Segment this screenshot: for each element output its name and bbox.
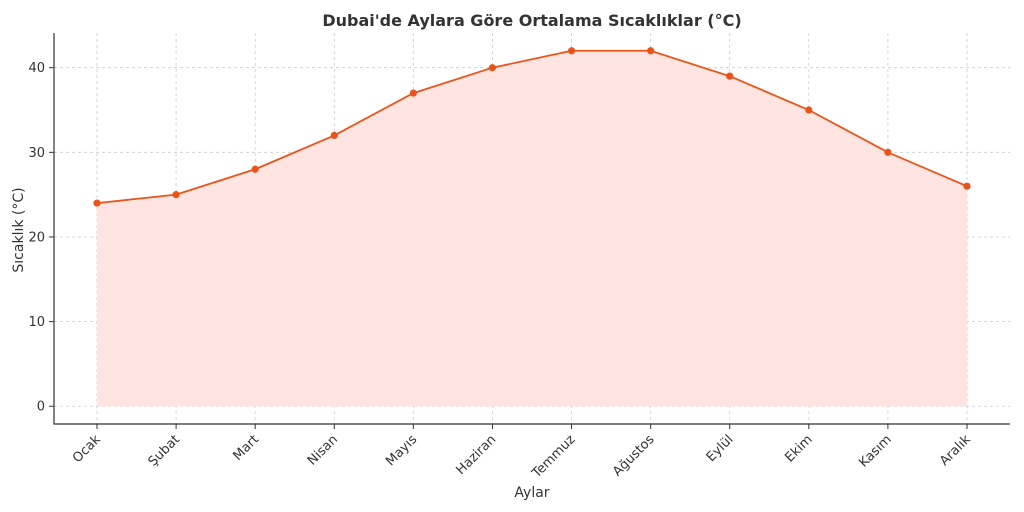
x-tick-label-11: Aralık — [937, 432, 974, 469]
data-point-Mayıs — [409, 89, 417, 97]
data-point-Kasım — [884, 148, 892, 156]
data-point-Ekim — [805, 106, 813, 114]
x-tick-label-6: Temmuz — [529, 432, 579, 482]
x-tick-label-8: Eylül — [704, 432, 737, 465]
y-tick-label-0: 0 — [37, 400, 45, 415]
data-point-Ocak — [93, 199, 101, 207]
y-tick-label-4: 40 — [28, 61, 45, 76]
x-tick-label-10: Kasım — [856, 432, 894, 470]
data-point-Şubat — [172, 191, 180, 199]
area-layer — [96, 49, 968, 407]
area-fill — [97, 50, 967, 407]
x-tick-label-9: Ekim — [782, 432, 815, 465]
x-tick-label-3: Nisan — [305, 432, 341, 468]
data-point-Ağustos — [647, 47, 655, 55]
x-axis-label: Aylar — [514, 485, 549, 501]
y-tick-label-2: 20 — [28, 230, 45, 245]
data-point-Mart — [251, 165, 259, 173]
chart-title: Dubai'de Aylara Göre Ortalama Sıcaklıkla… — [322, 11, 741, 30]
x-tick-label-0: Ocak — [70, 432, 104, 466]
data-point-Eylül — [726, 72, 734, 80]
x-tick-label-5: Haziran — [454, 432, 500, 478]
data-point-Aralık — [963, 182, 971, 190]
data-point-Nisan — [330, 131, 338, 140]
x-tick-label-7: Ağustos — [610, 432, 658, 480]
y-tick-label-1: 10 — [28, 315, 45, 330]
y-tick-label-3: 30 — [28, 146, 45, 161]
series-line — [96, 49, 968, 205]
axis-spines — [53, 33, 1010, 425]
x-tick-label-4: Mayıs — [383, 432, 420, 469]
x-tick-label-2: Mart — [230, 432, 262, 464]
data-points — [93, 47, 971, 207]
data-point-Temmuz — [567, 47, 576, 55]
y-axis-label: Sıcaklık (°C) — [11, 187, 27, 272]
data-point-Haziran — [488, 64, 497, 72]
x-tick-label-1: Şubat — [146, 432, 183, 469]
